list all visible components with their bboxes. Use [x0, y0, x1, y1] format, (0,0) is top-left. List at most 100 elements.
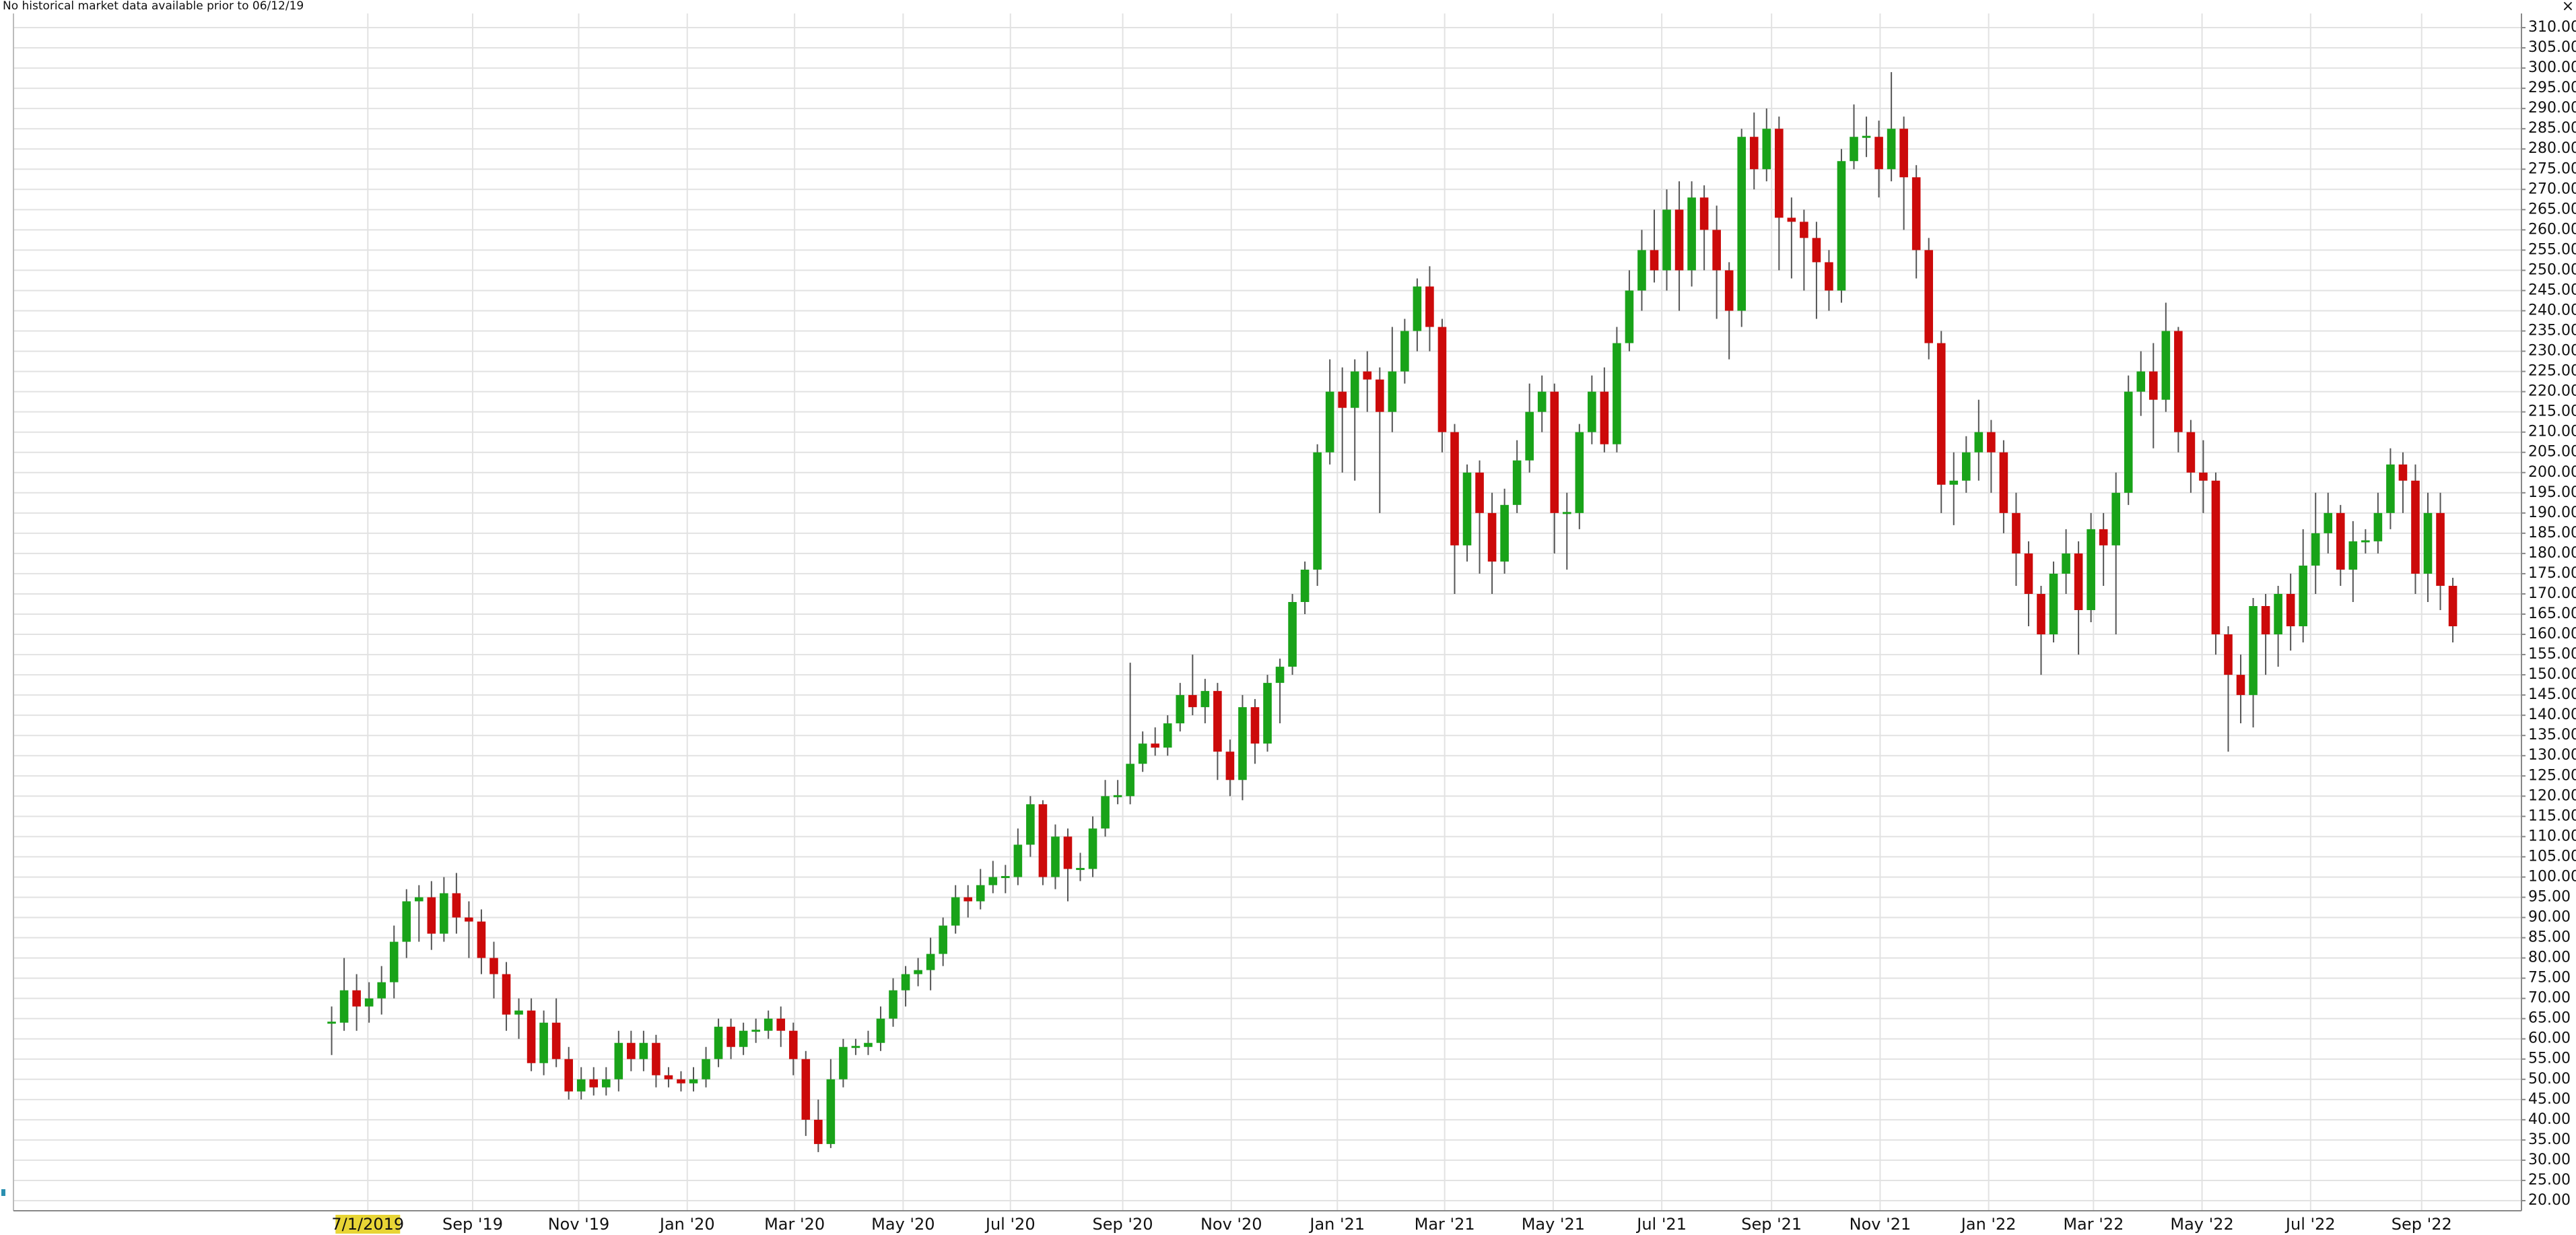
candle-body [2161, 331, 2171, 400]
x-tick-label: Mar '20 [764, 1215, 825, 1234]
candle-body [1475, 472, 1484, 513]
candle-body [1225, 752, 1235, 780]
candle-body [839, 1046, 848, 1079]
candle-body [551, 1022, 561, 1059]
y-tick-label: 220.00 [2528, 383, 2576, 400]
y-tick-label: 60.00 [2528, 1030, 2571, 1047]
candle-body [1487, 512, 1497, 562]
candle-body [1812, 238, 1821, 263]
candle-body [826, 1079, 836, 1144]
candle-body [2336, 512, 2345, 570]
candle-body [2211, 480, 2221, 635]
candle-body [1063, 836, 1073, 869]
candle-body [1437, 327, 1447, 432]
candle-body [1537, 391, 1547, 412]
candle-body [465, 917, 473, 922]
y-tick-label: 195.00 [2528, 484, 2576, 501]
y-tick-label: 285.00 [2528, 120, 2576, 137]
close-button[interactable]: × [2562, 0, 2574, 15]
y-tick-label: 165.00 [2528, 605, 2576, 622]
candle-body [1151, 743, 1160, 748]
candle-body [2174, 331, 2183, 432]
candle-body [951, 897, 960, 926]
candle-body [2423, 512, 2433, 574]
y-tick-label: 255.00 [2528, 241, 2576, 258]
candle-body [2411, 480, 2420, 574]
y-tick-label: 120.00 [2528, 787, 2576, 804]
candle-body [2324, 512, 2333, 533]
x-tick-label: Mar '22 [2063, 1215, 2124, 1234]
x-tick-label: Sep '21 [1741, 1215, 1802, 1234]
candle-body [1425, 286, 1434, 327]
candle-body [2111, 492, 2120, 545]
y-tick-label: 150.00 [2528, 666, 2576, 683]
y-tick-label: 55.00 [2528, 1050, 2571, 1067]
y-tick-label: 310.00 [2528, 19, 2576, 36]
y-tick-label: 290.00 [2528, 100, 2576, 116]
candle-body [926, 954, 935, 970]
candle-body [988, 877, 998, 886]
candle-body [1313, 452, 1322, 570]
candle-body [1101, 796, 1110, 829]
candle-body [427, 897, 436, 934]
candle-body [1275, 667, 1285, 683]
candle-body [1749, 137, 1759, 170]
candle-body [1999, 452, 2008, 513]
candle-body [1113, 795, 1122, 797]
candle-body [452, 893, 461, 918]
x-tick-label: Nov '19 [548, 1215, 610, 1234]
y-tick-label: 20.00 [2528, 1192, 2571, 1209]
y-tick-label: 160.00 [2528, 626, 2576, 642]
candle-body [1787, 218, 1796, 222]
y-tick-label: 250.00 [2528, 261, 2576, 278]
candle-body [2074, 553, 2083, 610]
candle-body [1163, 723, 1172, 748]
y-tick-label: 300.00 [2528, 59, 2576, 76]
scroll-marker[interactable] [1, 1189, 5, 1196]
candle-body [440, 893, 448, 934]
candle-body [714, 1026, 723, 1059]
y-tick-label: 85.00 [2528, 929, 2571, 946]
y-tick-label: 305.00 [2528, 39, 2576, 56]
candle-body [1699, 197, 1709, 230]
y-tick-label: 265.00 [2528, 201, 2576, 218]
candle-body [677, 1079, 685, 1083]
candle-body [502, 974, 511, 1015]
x-tick-label: Jul '21 [1635, 1215, 1687, 1234]
y-tick-label: 125.00 [2528, 767, 2576, 784]
candle-body [1176, 695, 1185, 724]
candle-body [1363, 371, 1372, 380]
candle-body [2148, 371, 2158, 400]
candle-body [2087, 529, 2095, 610]
x-tick-label: Jul '22 [2284, 1215, 2336, 1234]
candle-body [1350, 371, 1359, 408]
x-tick-label: Jul '20 [984, 1215, 1036, 1234]
y-tick-label: 275.00 [2528, 160, 2576, 177]
candle-body [477, 921, 486, 958]
candle-body [1038, 804, 1048, 877]
candle-body [1263, 683, 1272, 744]
candle-body [1288, 601, 1297, 667]
y-tick-label: 90.00 [2528, 909, 2571, 926]
candle-body [415, 897, 423, 902]
y-tick-label: 240.00 [2528, 302, 2576, 319]
y-tick-label: 105.00 [2528, 848, 2576, 865]
y-tick-label: 190.00 [2528, 504, 2576, 521]
candle-body [1625, 290, 1634, 343]
candle-body [1575, 432, 1584, 513]
candle-body [814, 1119, 823, 1144]
candle-body [2224, 634, 2233, 675]
candle-body [1962, 452, 1971, 481]
candle-body [576, 1079, 586, 1092]
candle-body [1413, 286, 1422, 331]
x-tick-label: Jan '20 [658, 1215, 715, 1234]
candle-body [489, 958, 498, 974]
candle-body [1662, 209, 1671, 271]
candle-body [1600, 391, 1609, 444]
grid [13, 13, 2526, 1211]
y-tick-label: 110.00 [2528, 828, 2576, 844]
candle-body [1687, 197, 1696, 271]
y-tick-label: 145.00 [2528, 686, 2576, 703]
